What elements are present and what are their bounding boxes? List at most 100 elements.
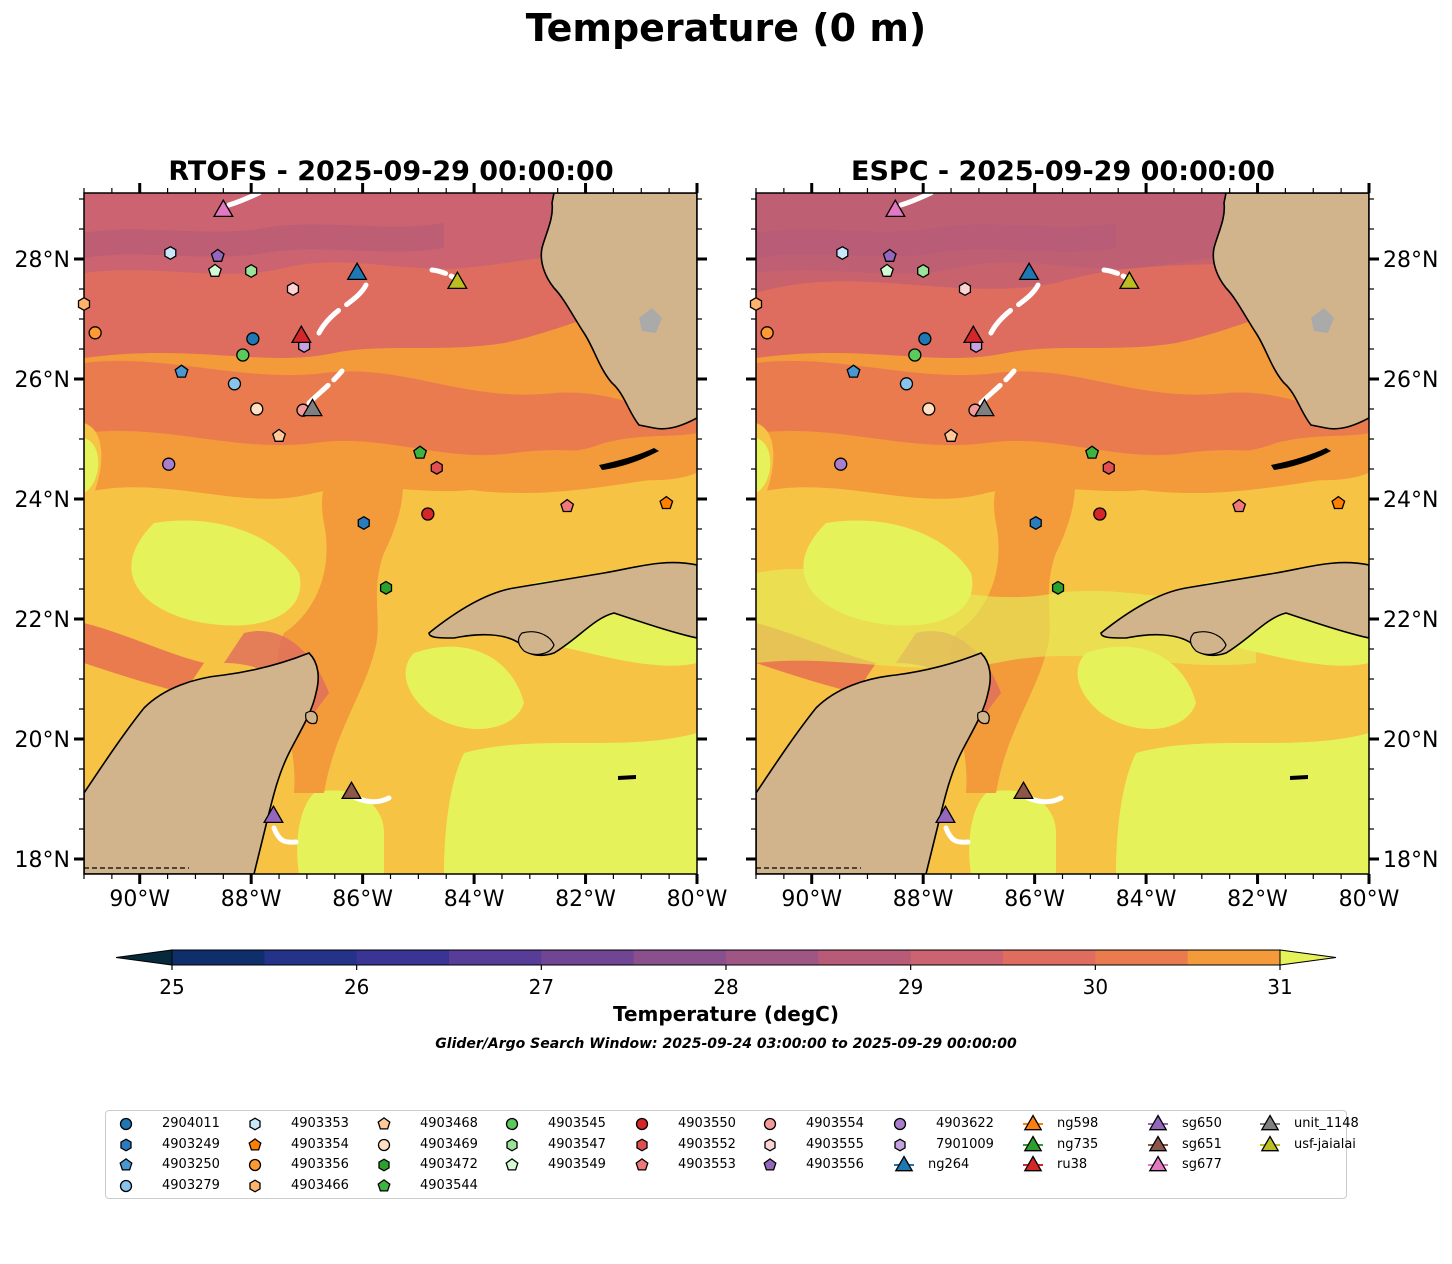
- legend-symbol: [506, 1137, 518, 1152]
- colorbar-tick-label: 27: [529, 975, 554, 999]
- legend-symbol: [119, 1179, 133, 1192]
- legend-label: sg651: [1182, 1136, 1222, 1152]
- colorbar-tick-label: 31: [1267, 975, 1292, 999]
- legend-symbol: [763, 1158, 777, 1171]
- platform-marker-4903553: [560, 498, 575, 513]
- legend-marker-triangle: [1260, 1114, 1280, 1131]
- colorbar-tick-label: 26: [344, 975, 369, 999]
- colorbar-segment: [726, 950, 819, 965]
- map-espc: [756, 193, 1369, 874]
- legend-marker-circle: [505, 1117, 519, 1131]
- y-tick-label: 22°N: [15, 608, 70, 633]
- y-tick-label: 28°N: [1383, 248, 1438, 273]
- legend-symbol: [377, 1178, 391, 1192]
- colorbar-segment: [818, 950, 912, 965]
- legend-label: unit_1148: [1294, 1116, 1359, 1131]
- platform-marker-ru38: [962, 324, 984, 344]
- platform-marker-usf-jaialai: [446, 270, 468, 290]
- platform-marker-4903544: [413, 445, 428, 459]
- colorbar-segment: [1095, 950, 1189, 965]
- legend-symbol: [249, 1117, 261, 1131]
- y-tick-label: 20°N: [1383, 728, 1438, 753]
- search-window-text: Glider/Argo Search Window: 2025-09-24 03…: [435, 1036, 1017, 1052]
- legend-label: 4903353: [291, 1116, 349, 1131]
- platform-marker-4903468: [944, 428, 959, 442]
- legend-marker-triangle: [1148, 1134, 1168, 1151]
- legend-triangle: [1260, 1134, 1280, 1151]
- legend-label: 4903250: [162, 1157, 220, 1172]
- legend-symbol: [120, 1137, 132, 1152]
- platform-marker-unit_1148: [973, 398, 995, 417]
- x-tick-label: 88°W: [221, 887, 282, 912]
- legend-label: ng735: [1057, 1136, 1099, 1152]
- legend: 2904011 4903249 4903250 4903279 4903353 49033…: [105, 1110, 1359, 1199]
- platform-marker-4903550: [1093, 507, 1107, 521]
- legend-symbol: [893, 1117, 907, 1131]
- legend-marker-circle: [635, 1117, 649, 1131]
- legend-marker-circle: [377, 1138, 391, 1151]
- legend-marker-hexagon: [506, 1137, 518, 1152]
- legend-symbol: [378, 1158, 390, 1172]
- legend-symbol: [636, 1137, 648, 1152]
- legend-triangle: [1148, 1134, 1168, 1151]
- legend-marker-hexagon: [636, 1137, 648, 1152]
- legend-label: 4903466: [291, 1177, 349, 1193]
- platform-marker-4903555: [286, 281, 300, 297]
- colorbar-tick-label: 28: [713, 975, 738, 999]
- platform-marker-4903469: [922, 402, 936, 416]
- legend-symbol: [505, 1117, 519, 1131]
- x-tick-label: 88°W: [893, 887, 954, 912]
- legend-label: 4903279: [162, 1177, 220, 1193]
- legend-marker-pentagon: [763, 1158, 777, 1171]
- legend-label: 4903552: [678, 1136, 736, 1152]
- legend-symbol: [635, 1117, 649, 1131]
- legend-marker-triangle: [1260, 1134, 1280, 1151]
- x-tick-label: 80°W: [1339, 887, 1400, 912]
- legend-marker-pentagon: [119, 1158, 133, 1171]
- legend-marker-circle: [119, 1117, 133, 1131]
- legend-triangle: [1148, 1155, 1168, 1172]
- platform-marker-4903556: [882, 248, 897, 262]
- legend-symbol: [248, 1158, 262, 1172]
- colorbar-tick-label: 30: [1083, 975, 1108, 999]
- colorbar-segment: [449, 950, 542, 965]
- platform-marker-ng264: [1018, 261, 1040, 281]
- legend-label: sg650: [1182, 1116, 1222, 1131]
- colorbar-segment: [910, 950, 1004, 965]
- x-tick-label: 86°W: [1004, 887, 1065, 912]
- platform-marker-4903552: [430, 460, 443, 475]
- legend-label: 4903550: [678, 1116, 736, 1131]
- platform-marker-4903469: [250, 402, 264, 416]
- y-tick-label: 18°N: [1383, 848, 1438, 873]
- colorbar-tick-label: 25: [159, 975, 184, 999]
- platform-marker-sg650: [262, 804, 284, 824]
- legend-triangle: [1148, 1114, 1168, 1131]
- x-tick-label: 90°W: [781, 887, 842, 912]
- colorbar-title: Temperature (degC): [613, 1002, 839, 1026]
- legend-marker-pentagon: [248, 1137, 262, 1151]
- platform-marker-unit_1148: [301, 398, 323, 417]
- legend-symbol: [248, 1137, 262, 1151]
- x-tick-label: 82°W: [555, 887, 616, 912]
- x-tick-label: 80°W: [667, 887, 728, 912]
- legend-symbol: [377, 1117, 391, 1130]
- legend-triangle: [1023, 1114, 1043, 1131]
- colorbar-segment: [172, 950, 265, 965]
- x-tick-label: 86°W: [332, 887, 393, 912]
- legend-marker-hexagon: [249, 1117, 261, 1131]
- colorbar-tick-label: 29: [898, 975, 923, 999]
- colorbar-extend-min: [115, 949, 173, 966]
- platform-marker-4903552: [1102, 460, 1115, 475]
- platform-marker-sg651: [1012, 780, 1034, 800]
- legend-label: 4903469: [420, 1136, 478, 1152]
- platform-marker-4903250: [174, 364, 189, 378]
- y-tick-label: 24°N: [15, 488, 70, 513]
- panel-title-rtofs: RTOFS - 2025-09-29 00:00:00: [168, 156, 614, 187]
- platform-marker-4903549: [879, 263, 894, 277]
- legend-triangle: [1260, 1114, 1280, 1131]
- legend-marker-triangle: [1148, 1155, 1168, 1172]
- legend-marker-pentagon: [377, 1178, 391, 1192]
- legend-label: 4903356: [291, 1157, 349, 1172]
- platform-marker-4903279: [899, 377, 914, 391]
- legend-triangle: [894, 1155, 914, 1172]
